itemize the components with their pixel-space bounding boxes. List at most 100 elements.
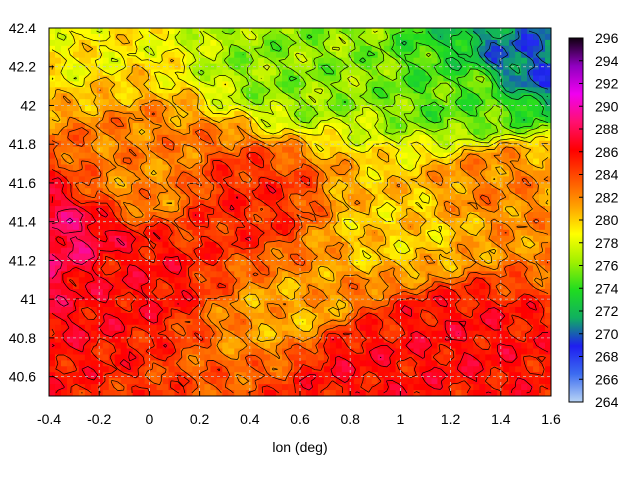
heatmap-cell <box>150 105 158 112</box>
heatmap-cell <box>527 289 534 296</box>
heatmap-cell <box>371 134 379 142</box>
heatmap-cell <box>162 45 170 53</box>
heatmap-cell <box>395 277 403 284</box>
heatmap-cell <box>174 134 182 142</box>
heatmap-cell <box>461 235 468 243</box>
heatmap-cell <box>132 69 140 77</box>
heatmap-cell <box>365 324 373 332</box>
heatmap-cell <box>54 164 62 172</box>
heatmap-cell <box>527 372 534 379</box>
heatmap-cell <box>240 336 247 344</box>
heatmap-cell <box>515 259 522 267</box>
heatmap-cell <box>49 164 56 172</box>
heatmap-cell <box>521 28 528 35</box>
heatmap-cell <box>258 39 265 47</box>
heatmap-cell <box>132 39 140 47</box>
heatmap-cell <box>419 241 427 249</box>
heatmap-cell <box>132 170 140 177</box>
heatmap-cell <box>509 51 516 59</box>
heatmap-cell <box>174 277 182 284</box>
heatmap-cell <box>335 223 343 231</box>
heatmap-cell <box>521 200 528 207</box>
heatmap-cell <box>222 146 229 154</box>
heatmap-cell <box>288 253 295 261</box>
heatmap-cell <box>305 45 313 53</box>
heatmap-cell <box>216 348 223 356</box>
heatmap-cell <box>258 81 265 88</box>
heatmap-cell <box>311 312 319 320</box>
heatmap-cell <box>521 247 528 255</box>
heatmap-cell <box>359 259 367 267</box>
heatmap-cell <box>305 164 313 172</box>
heatmap-cell <box>413 223 421 231</box>
heatmap-cell <box>72 271 80 278</box>
heatmap-cell <box>359 229 367 237</box>
heatmap-cell <box>539 170 546 177</box>
heatmap-cell <box>473 33 480 41</box>
heatmap-cell <box>461 28 468 35</box>
heatmap-cell <box>114 212 122 219</box>
heatmap-cell <box>455 241 462 249</box>
heatmap-cell <box>96 277 104 284</box>
heatmap-cell <box>479 194 486 201</box>
heatmap-cell <box>377 212 385 219</box>
heatmap-cell <box>132 45 140 53</box>
heatmap-cell <box>539 366 546 373</box>
heatmap-cell <box>431 342 439 350</box>
heatmap-cell <box>108 378 116 385</box>
heatmap-cell <box>282 206 289 213</box>
heatmap-cell <box>282 217 289 225</box>
heatmap-cell <box>216 342 223 350</box>
heatmap-cell <box>120 283 128 290</box>
heatmap-cell <box>96 146 104 154</box>
heatmap-cell <box>323 306 331 314</box>
heatmap-cell <box>515 146 522 154</box>
heatmap-cell <box>288 324 295 332</box>
heatmap-cell <box>335 241 343 249</box>
heatmap-cell <box>311 200 319 207</box>
heatmap-cell <box>270 306 277 314</box>
heatmap-cell <box>240 81 247 88</box>
heatmap-cell <box>246 33 253 41</box>
heatmap-cell <box>521 277 528 284</box>
heatmap-cell <box>455 146 462 154</box>
heatmap-cell <box>509 306 516 314</box>
heatmap-cell <box>509 223 516 231</box>
heatmap-cell <box>234 265 241 272</box>
heatmap-cell <box>156 152 164 160</box>
heatmap-cell <box>515 152 522 160</box>
heatmap-cell <box>425 194 433 201</box>
heatmap-cell <box>120 235 128 243</box>
heatmap-cell <box>365 164 373 172</box>
heatmap-cell <box>491 122 498 130</box>
heatmap-cell <box>533 194 540 201</box>
heatmap-cell <box>341 283 349 290</box>
heatmap-cell <box>545 93 551 100</box>
heatmap-cell <box>389 259 397 267</box>
heatmap-cell <box>102 283 110 290</box>
heatmap-cell <box>114 182 122 189</box>
heatmap-cell <box>473 28 480 35</box>
heatmap-cell <box>102 140 110 148</box>
heatmap-cell <box>443 200 451 207</box>
heatmap-cell <box>539 277 546 284</box>
heatmap-cell <box>515 312 522 320</box>
heatmap-cell <box>180 301 188 308</box>
heatmap-cell <box>294 188 301 195</box>
heatmap-cell <box>503 117 510 124</box>
heatmap-cell <box>335 152 343 160</box>
heatmap-cell <box>389 158 397 166</box>
heatmap-cell <box>479 324 486 332</box>
heatmap-cell <box>90 306 98 314</box>
heatmap-cell <box>114 301 122 308</box>
heatmap-cell <box>479 117 486 124</box>
heatmap-cell <box>204 170 211 177</box>
heatmap-cell <box>389 223 397 231</box>
heatmap-cell <box>341 117 349 124</box>
heatmap-cell <box>341 152 349 160</box>
heatmap-cell <box>305 87 313 94</box>
heatmap-cell <box>114 306 122 314</box>
heatmap-cell <box>485 342 492 350</box>
heatmap-cell <box>234 330 241 338</box>
heatmap-cell <box>174 28 182 35</box>
